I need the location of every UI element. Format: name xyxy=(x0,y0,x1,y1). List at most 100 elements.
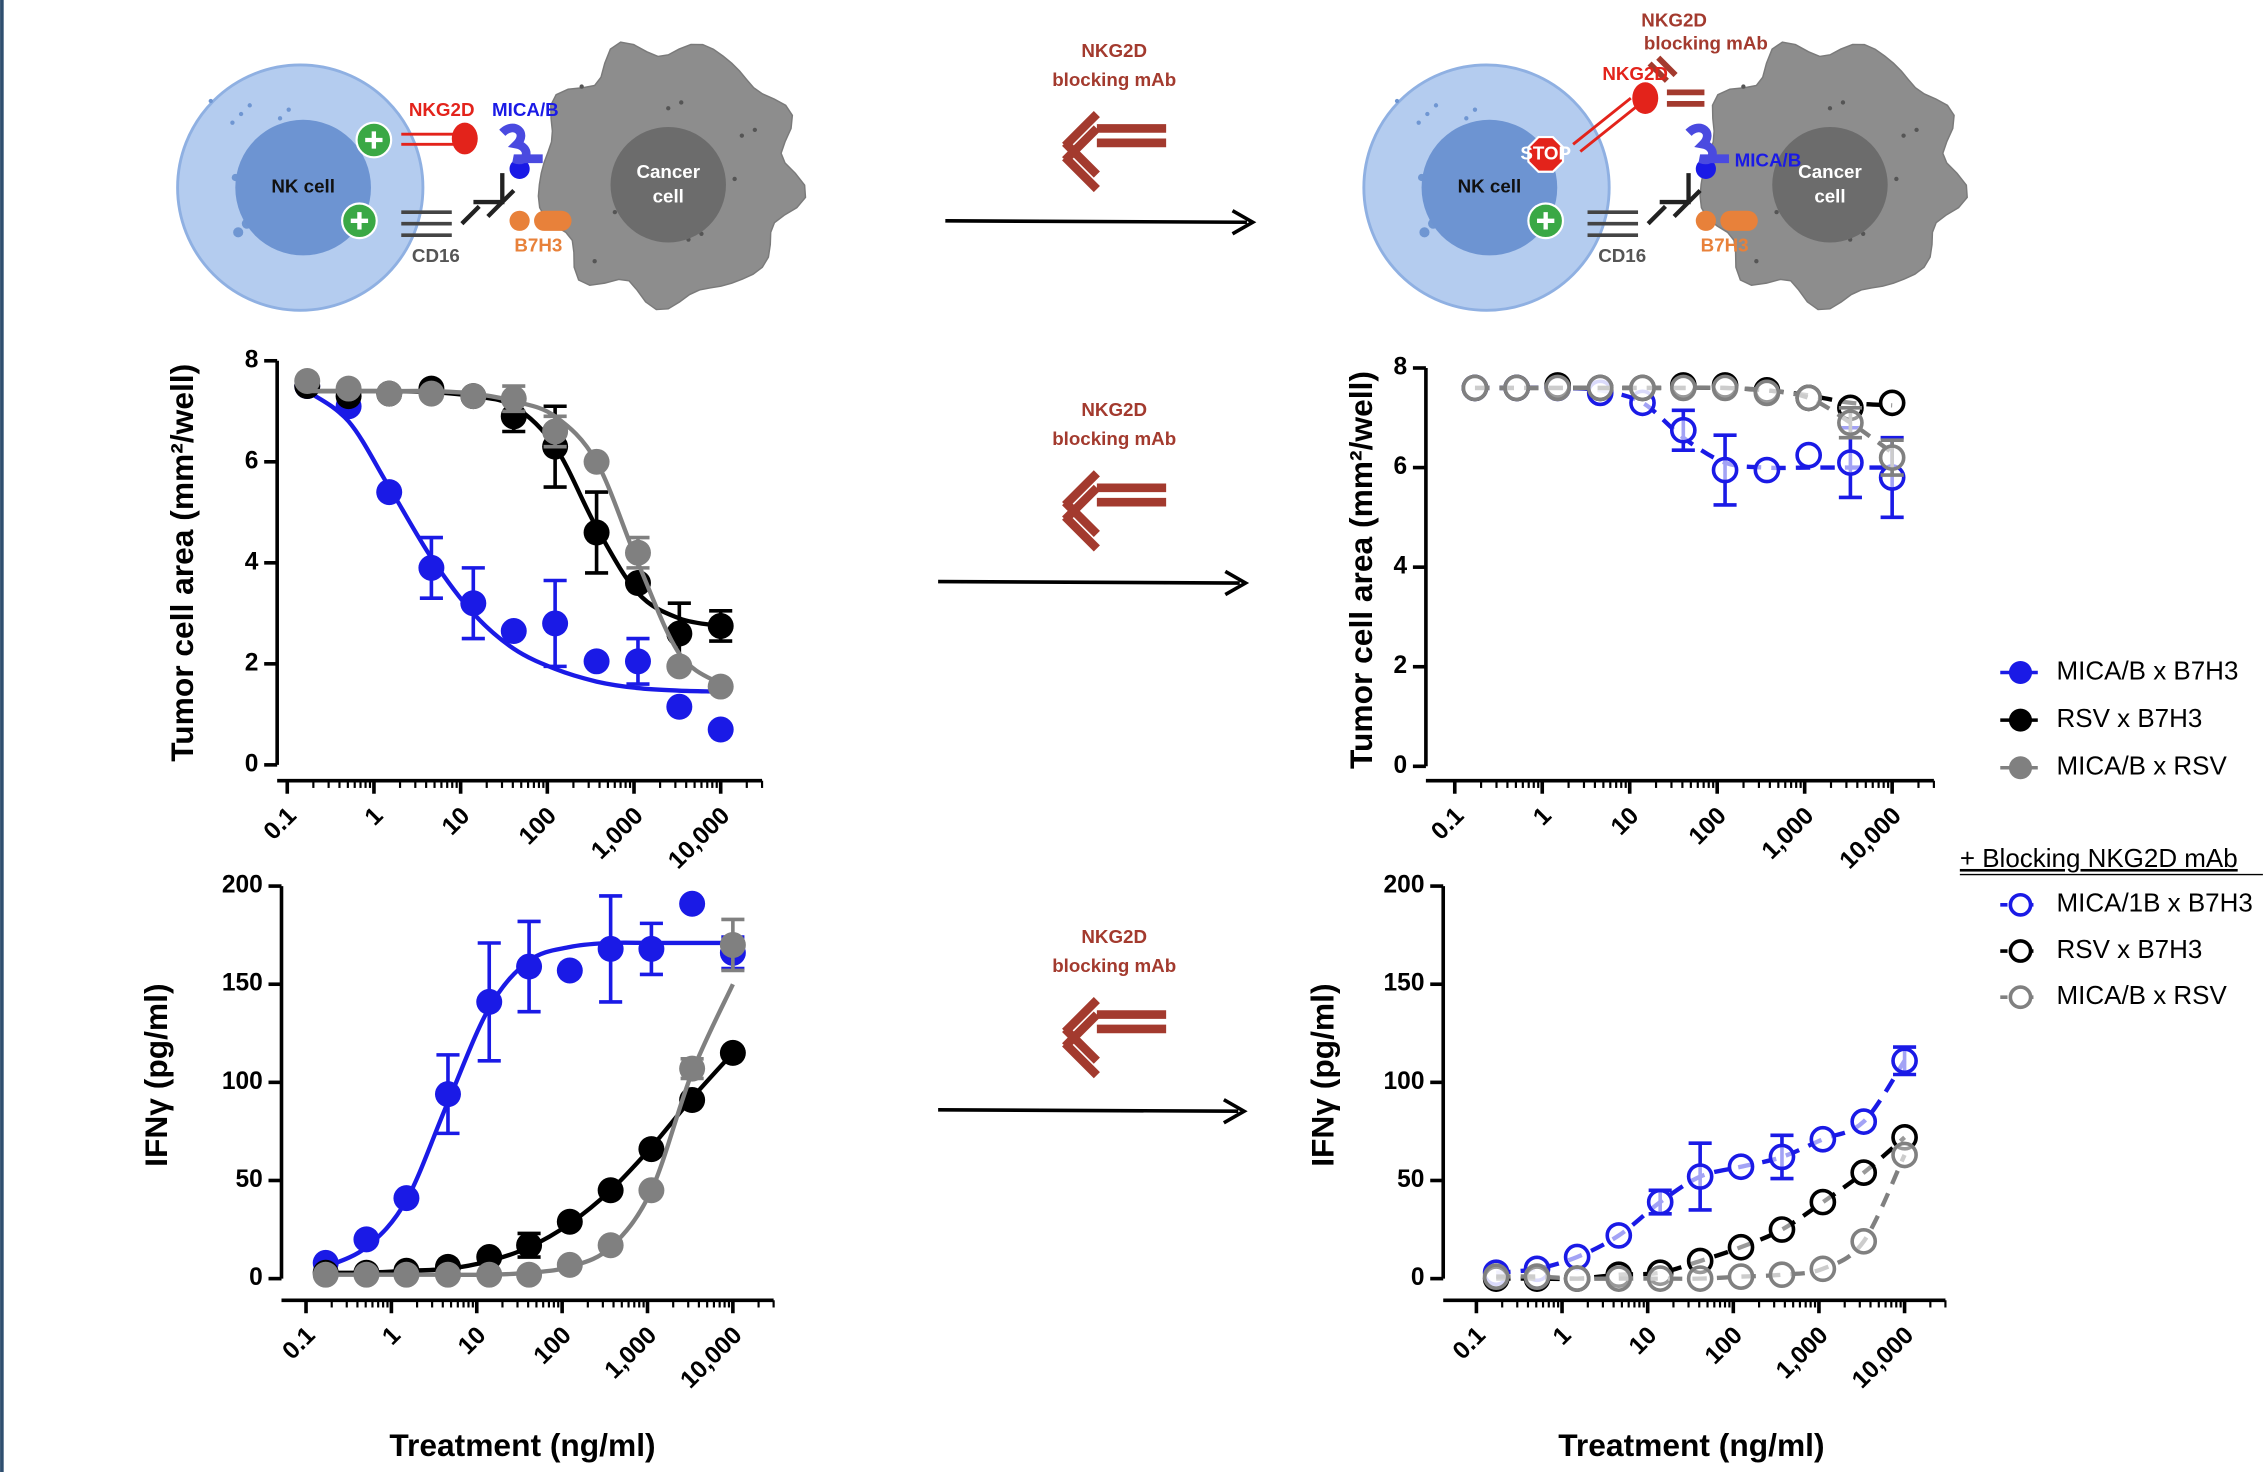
mica-dot xyxy=(1695,158,1716,179)
granule xyxy=(247,103,252,108)
data-point xyxy=(1544,374,1571,402)
cell-label: NK cell xyxy=(271,176,335,197)
granule xyxy=(286,107,291,112)
data-point xyxy=(1727,1263,1755,1291)
data-point xyxy=(1563,1265,1591,1292)
data-point xyxy=(353,1261,380,1288)
legend-marker xyxy=(2008,708,2033,732)
arrow-label: blocking mAb xyxy=(1052,428,1176,449)
data-point xyxy=(666,653,693,680)
y-tick-label: 100 xyxy=(1384,1068,1425,1095)
data-point xyxy=(719,931,746,958)
legend-marker xyxy=(2008,756,2033,780)
y-axis-label: Tumor cell area (mm²/well) xyxy=(164,364,200,762)
cancer-speck xyxy=(739,133,745,138)
protein-label: NKG2D xyxy=(409,99,475,120)
granule xyxy=(1464,116,1469,121)
x-tick-label: 100 xyxy=(1684,802,1732,850)
data-point xyxy=(393,1261,420,1288)
protein-label: CD16 xyxy=(412,245,460,266)
data-point xyxy=(393,1185,420,1212)
x-axis-label: Treatment (ng/ml) xyxy=(389,1427,655,1463)
arrow xyxy=(938,579,1240,585)
data-point xyxy=(707,673,734,700)
data-point xyxy=(1523,1263,1551,1291)
legend-title: + Blocking NKG2D mAb xyxy=(1960,843,2238,873)
data-point xyxy=(1686,1265,1714,1292)
data-point xyxy=(638,935,665,962)
data-point xyxy=(1809,1255,1837,1283)
data-point xyxy=(353,1226,380,1253)
nkg2d-head xyxy=(451,122,478,155)
x-axis-label: Treatment (ng/ml) xyxy=(1558,1427,1824,1463)
data-point xyxy=(476,988,503,1015)
x-tick-label: 0.1 xyxy=(1448,1322,1491,1365)
data-point xyxy=(1482,1263,1510,1291)
data-point xyxy=(1850,1227,1878,1255)
legend-label: RSV x B7H3 xyxy=(2057,934,2203,964)
b7h3-dot xyxy=(509,210,530,231)
granule xyxy=(1416,120,1421,125)
x-tick-label: 10 xyxy=(1624,1322,1662,1360)
cell-label: Cancer xyxy=(1798,161,1862,182)
y-tick-label: 200 xyxy=(1384,872,1425,899)
cancer-speck xyxy=(699,231,704,236)
data-point xyxy=(1795,384,1823,412)
y-tick-label: 2 xyxy=(245,649,259,676)
data-point xyxy=(583,448,610,475)
data-point xyxy=(1850,1159,1878,1186)
y-tick-label: 4 xyxy=(245,548,259,575)
data-point xyxy=(1891,1141,1918,1169)
data-point xyxy=(1605,1265,1633,1292)
granule xyxy=(1472,107,1478,112)
curve xyxy=(305,389,721,694)
y-axis-label: IFNγ (pg/ml) xyxy=(138,983,174,1166)
y-tick-label: 50 xyxy=(235,1166,262,1193)
nkg2d-head xyxy=(1632,82,1659,115)
blocking-mab xyxy=(1647,55,1705,107)
cancer-speck xyxy=(1827,106,1833,111)
data-point xyxy=(1669,416,1697,444)
x-tick-label: 1 xyxy=(1528,802,1557,831)
x-tick-label: 10,000 xyxy=(675,1322,747,1394)
arrow-head xyxy=(1231,209,1257,236)
legend-marker xyxy=(2008,985,2033,1010)
granule xyxy=(1425,111,1430,117)
data-point xyxy=(666,693,693,720)
granule xyxy=(277,116,283,121)
data-point xyxy=(1768,1216,1796,1243)
cancer-speck xyxy=(592,259,597,264)
cancer-speck xyxy=(1861,231,1866,236)
data-point xyxy=(1837,449,1864,476)
data-point xyxy=(1461,374,1489,402)
data-point xyxy=(1850,1108,1878,1135)
arrow xyxy=(945,218,1247,225)
cell-label: Cancer xyxy=(636,161,700,182)
cancer-speck xyxy=(579,84,584,89)
arrow-label: NKG2D xyxy=(1081,399,1147,420)
mica-b xyxy=(1685,123,1729,165)
x-tick-label: 10,000 xyxy=(663,802,735,874)
protein-label: B7H3 xyxy=(1701,235,1749,256)
data-point xyxy=(1809,1188,1837,1216)
antibody-icon xyxy=(1062,470,1167,552)
data-point xyxy=(294,368,321,394)
y-tick-label: 8 xyxy=(245,346,259,373)
cancer-speck xyxy=(612,209,618,215)
arrow-head xyxy=(1222,1098,1248,1125)
b7h3 xyxy=(534,210,572,231)
cancer-speck xyxy=(1741,84,1746,89)
data-point xyxy=(312,1261,339,1288)
y-tick-label: 0 xyxy=(249,1264,263,1291)
x-tick-label: 0.1 xyxy=(277,1322,320,1365)
cancer-speck xyxy=(679,100,684,105)
data-point xyxy=(597,1177,624,1204)
data-point xyxy=(556,957,583,984)
data-point xyxy=(1586,374,1614,402)
b7h3-dot xyxy=(1695,210,1716,231)
data-point xyxy=(1837,409,1864,437)
legend-label: RSV x B7H3 xyxy=(2057,703,2203,733)
x-tick-label: 100 xyxy=(1700,1322,1748,1370)
data-point xyxy=(500,618,527,644)
